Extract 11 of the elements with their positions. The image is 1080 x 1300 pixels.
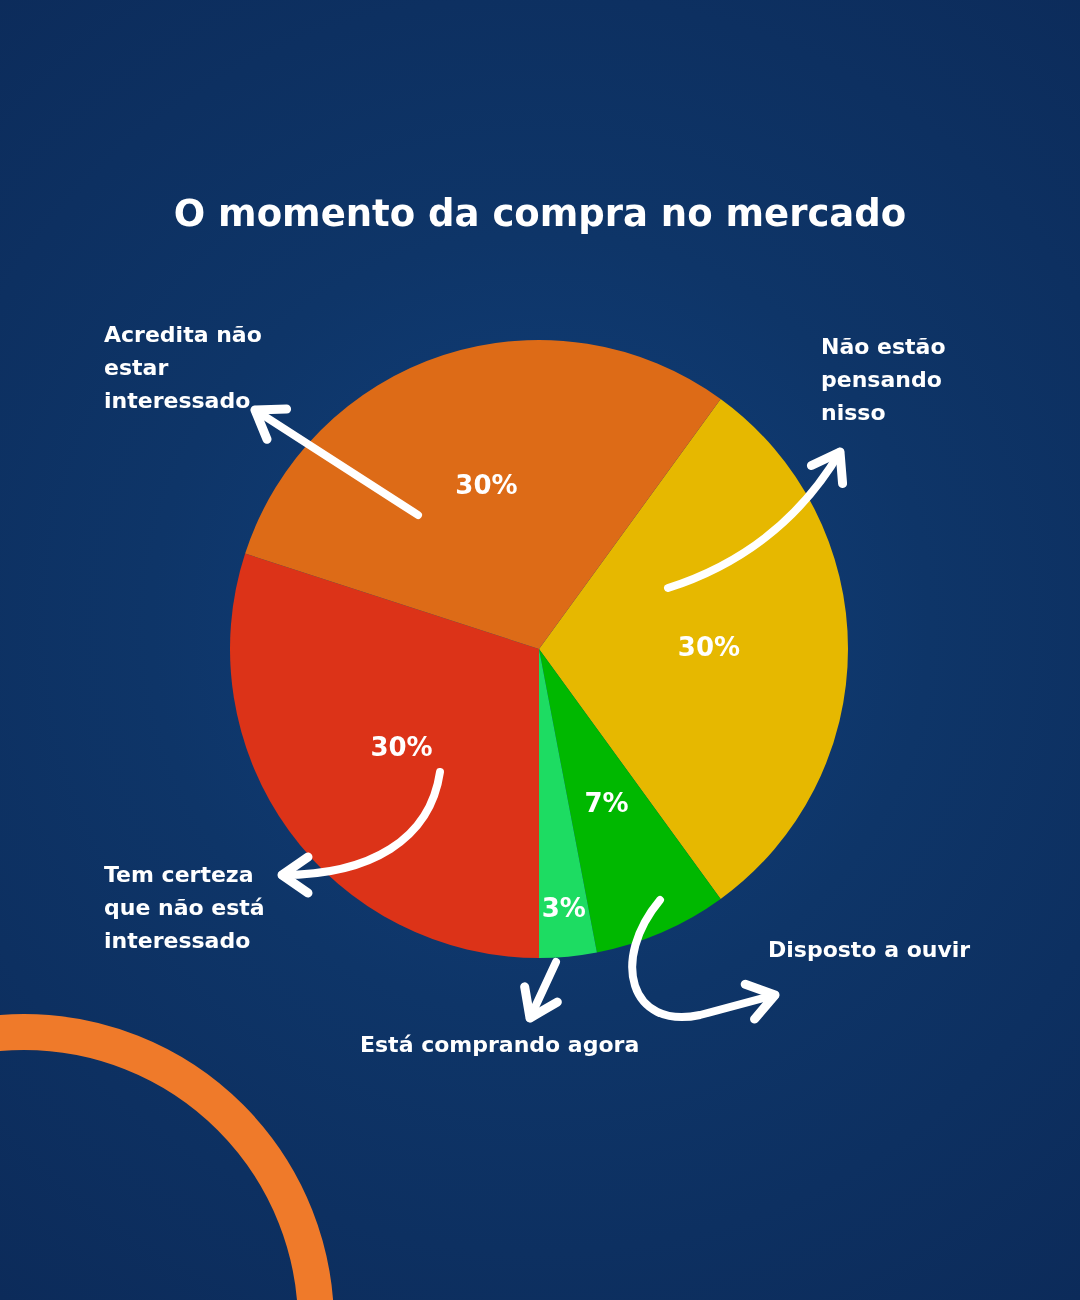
- slice-label: Não estão pensando nisso: [821, 333, 947, 427]
- slice-label: Acredita não estar interessado: [104, 321, 263, 415]
- data-label: 7%: [584, 787, 629, 818]
- slice-label: Disposto a ouvir: [768, 936, 972, 964]
- data-label: 30%: [455, 470, 518, 501]
- data-label: 30%: [370, 731, 433, 762]
- slice-label: Está comprando agora: [360, 1031, 641, 1059]
- chart-title: O momento da compra no mercado: [172, 192, 908, 235]
- slice-label: Tem certeza que não está interessado: [104, 861, 266, 955]
- data-label: 3%: [541, 893, 586, 924]
- data-label: 30%: [677, 631, 741, 662]
